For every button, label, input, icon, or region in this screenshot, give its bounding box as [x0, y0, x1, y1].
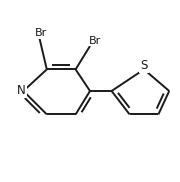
Text: Br: Br: [35, 28, 48, 38]
Text: N: N: [17, 84, 26, 98]
Text: Br: Br: [89, 36, 102, 46]
Text: S: S: [140, 59, 148, 72]
